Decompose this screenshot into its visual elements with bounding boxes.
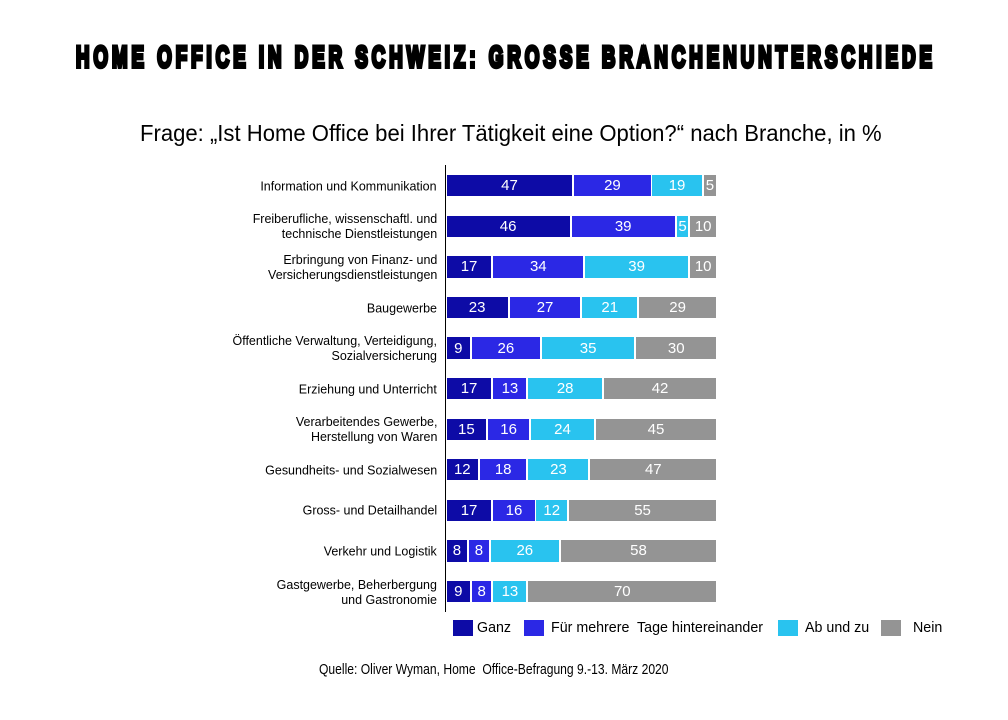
svg-text:HOME OFFICE IN DER SCHWEIZ: GR: HOME OFFICE IN DER SCHWEIZ: GROSSE BRANC… <box>76 41 936 74</box>
